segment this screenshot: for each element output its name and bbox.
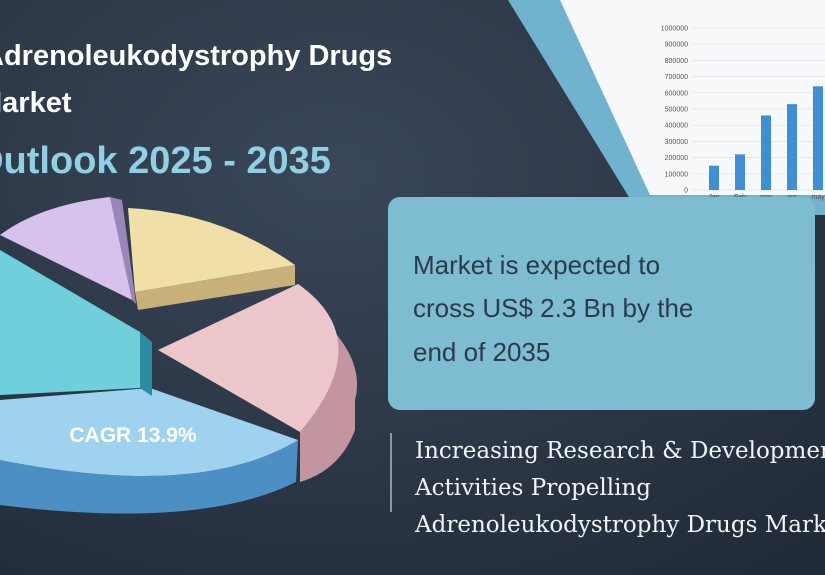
callout-box	[388, 197, 815, 410]
headline-line: Adrenoleukodystrophy Drugs Market	[414, 512, 825, 538]
pie-slice	[128, 208, 295, 292]
photo-paper	[560, 0, 825, 195]
pie-side	[140, 332, 152, 396]
callout-line: Market is expected to	[413, 250, 660, 280]
y-tick-label: 800000	[665, 58, 688, 65]
title-line: Adrenoleukodystrophy Drugs	[0, 40, 392, 72]
subtitle: Outlook 2025 - 2035	[0, 140, 331, 182]
pie-3d: CAGR 13.9%	[0, 197, 358, 514]
y-tick-label: 600000	[665, 90, 688, 97]
callout-line: end of 2035	[413, 337, 550, 367]
pie-side	[0, 440, 298, 514]
bar	[813, 86, 823, 190]
pie-slice	[158, 284, 339, 432]
bar	[761, 115, 771, 190]
x-tick-label: may	[811, 194, 825, 201]
pie-side	[135, 265, 295, 310]
y-tick-label: 700000	[665, 74, 688, 81]
y-tick-label: 200000	[665, 155, 688, 162]
pie-side	[298, 284, 358, 482]
bar	[709, 165, 719, 190]
y-tick-label: 400000	[665, 123, 688, 130]
y-tick-label: 300000	[665, 139, 688, 146]
y-tick-label: 900000	[665, 42, 688, 49]
pie-label: CAGR 13.9%	[69, 424, 197, 447]
pie-slice	[0, 197, 132, 300]
callout-line: cross US$ 2.3 Bn by the	[413, 293, 693, 323]
y-tick-label: 100000	[665, 171, 688, 178]
y-tick-label: 1000000	[661, 26, 688, 33]
title-line: Market	[0, 87, 72, 119]
y-tick-label: 0	[684, 188, 688, 195]
pie-side	[110, 197, 136, 304]
headline-line: Increasing Research & Development	[415, 438, 825, 464]
headline-line: Activities Propelling	[414, 475, 651, 501]
bar	[735, 154, 745, 190]
y-tick-label: 500000	[665, 107, 688, 114]
bar	[787, 104, 797, 190]
pie-slice	[0, 388, 298, 476]
pie-slice	[0, 250, 140, 395]
